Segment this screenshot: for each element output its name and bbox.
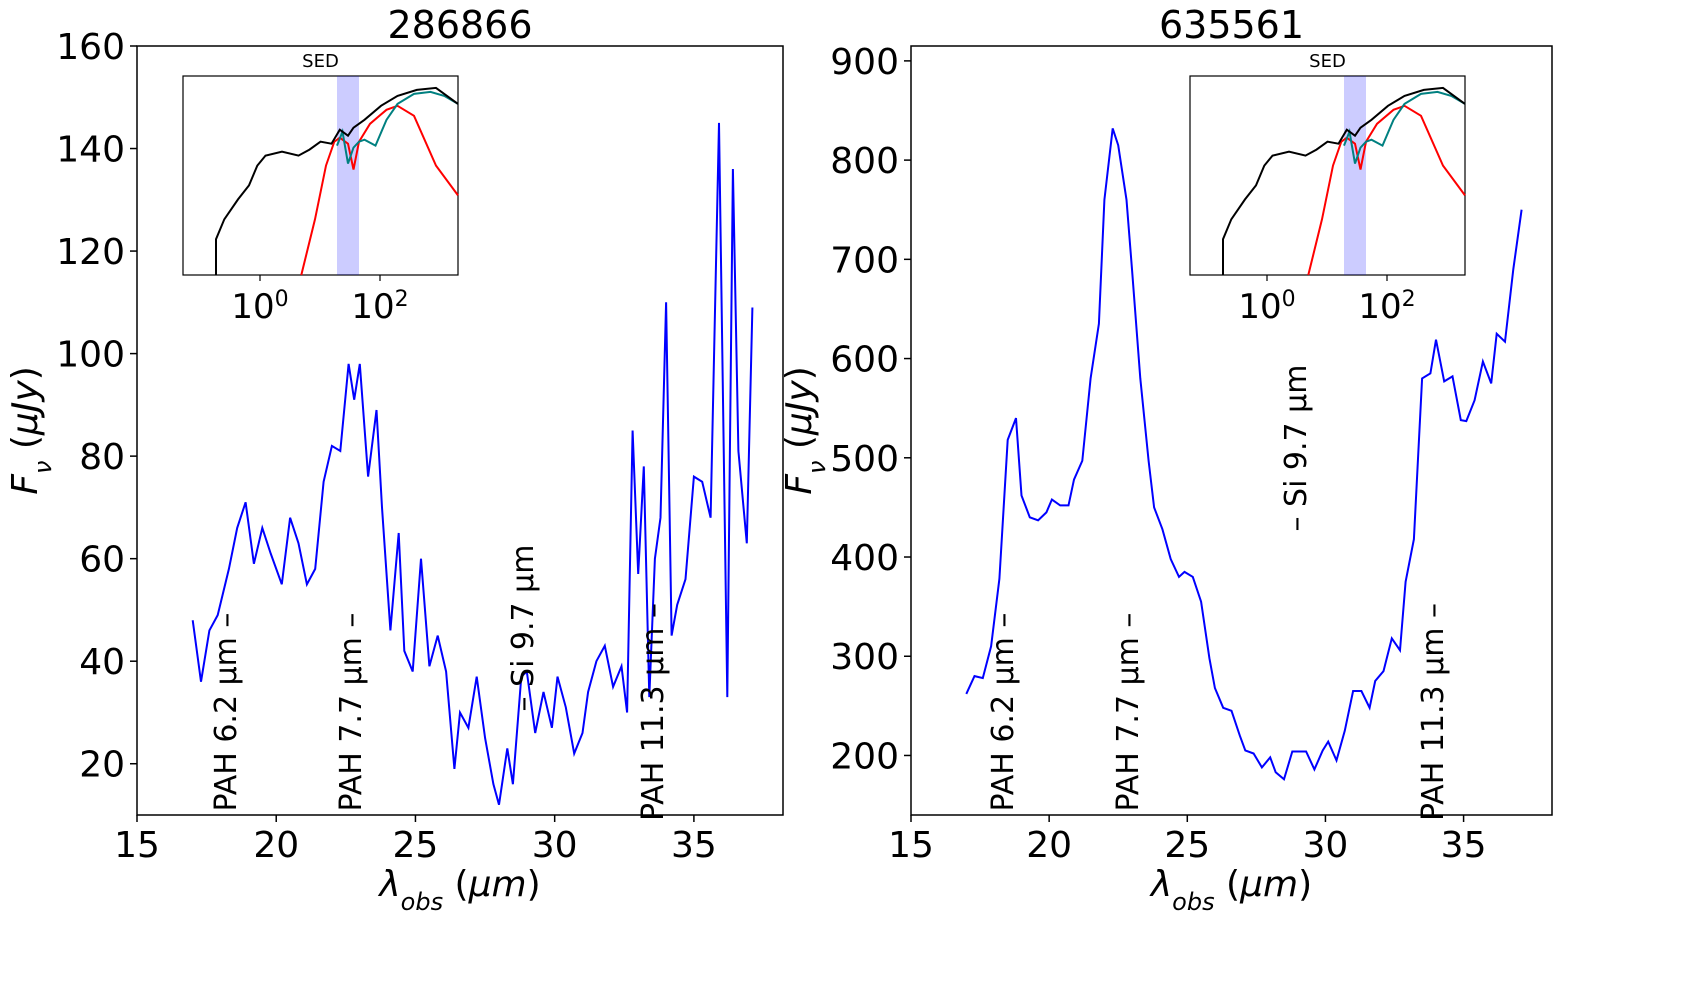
feature-annotation: – Si 9.7 μm	[506, 544, 541, 711]
feature-annotation: PAH 7.7 μm –	[334, 613, 369, 812]
sed-inset-red-curve	[1307, 104, 1466, 276]
sed-inset-shaded-band	[1344, 76, 1366, 275]
chart-panel-635561: 635561 15 20 25 30 35 200 300 400 500 600 700 800 900…	[779, 3, 1553, 916]
spectrum-line	[191, 122, 754, 805]
y-tick-label: 600	[830, 340, 899, 381]
sed-inset-teal-curve	[1343, 90, 1466, 164]
plot-frame	[136, 45, 784, 816]
y-tick-label: 700	[830, 240, 899, 281]
x-tick-label: 25	[393, 825, 439, 866]
y-tick-label: 140	[56, 130, 125, 171]
feature-annotation: PAH 6.2 μm –	[986, 613, 1021, 812]
chart-panel-286866: 286866 15 20 25 30 35 20 40 60 80 100 120 140 160 λobs…	[5, 3, 784, 916]
y-tick-label: 500	[830, 439, 899, 480]
sed-inset-red-curve	[300, 104, 459, 276]
x-tick-label: 15	[888, 825, 934, 866]
feature-annotation: PAH 11.3 μm –	[636, 603, 671, 821]
x-tick-label: 20	[1026, 825, 1072, 866]
x-tick-label: 35	[671, 825, 717, 866]
sed-inset-tick-label: 102	[351, 287, 408, 328]
sed-inset-black-curve	[1222, 86, 1466, 275]
x-axis-label: λobs (μm)	[377, 864, 540, 916]
sed-inset: SED 100 102	[182, 51, 459, 328]
y-tick-label: 900	[830, 42, 899, 83]
sed-inset-frame	[1189, 75, 1466, 276]
chart-title: 286866	[387, 3, 532, 47]
sed-inset-tick-label: 102	[1358, 287, 1415, 328]
feature-annotation: PAH 6.2 μm –	[209, 613, 244, 812]
sed-inset-teal-curve	[336, 90, 459, 164]
feature-annotation: PAH 11.3 μm –	[1416, 603, 1451, 821]
sed-inset-frame	[182, 75, 459, 276]
sed-inset-title: SED	[1309, 51, 1346, 72]
y-tick-label: 300	[830, 637, 899, 678]
y-tick-label: 200	[830, 736, 899, 777]
sed-inset-tick-label: 100	[1238, 287, 1295, 328]
y-tick-label: 40	[79, 642, 125, 683]
feature-annotation: – Si 9.7 μm	[1279, 364, 1314, 531]
sed-inset-title: SED	[302, 51, 339, 72]
plot-frame	[910, 45, 1553, 816]
sed-inset-shaded-band	[337, 76, 359, 275]
x-tick-label: 30	[532, 825, 578, 866]
y-axis-label: Fν (μJy)	[5, 366, 57, 495]
x-tick-label: 15	[114, 825, 160, 866]
x-tick-label: 30	[1303, 825, 1349, 866]
x-axis-label: λobs (μm)	[1149, 864, 1312, 916]
y-tick-label: 60	[79, 540, 125, 581]
sed-inset-tick-label: 100	[231, 287, 288, 328]
x-tick-label: 35	[1441, 825, 1487, 866]
y-tick-label: 120	[56, 232, 125, 273]
y-tick-label: 20	[79, 745, 125, 786]
y-tick-label: 400	[830, 538, 899, 579]
x-tick-label: 20	[253, 825, 299, 866]
y-tick-label: 80	[79, 437, 125, 478]
spectrum-line	[965, 128, 1523, 782]
sed-inset: SED 100 102	[1189, 51, 1466, 328]
sed-inset-black-curve	[215, 86, 459, 275]
y-tick-label: 160	[56, 27, 125, 68]
x-tick-label: 25	[1164, 825, 1210, 866]
y-axis-label: Fν (μJy)	[779, 366, 831, 495]
y-tick-label: 100	[56, 335, 125, 376]
y-tick-label: 800	[830, 141, 899, 182]
feature-annotation: PAH 7.7 μm –	[1111, 613, 1146, 812]
chart-title: 635561	[1159, 3, 1304, 47]
